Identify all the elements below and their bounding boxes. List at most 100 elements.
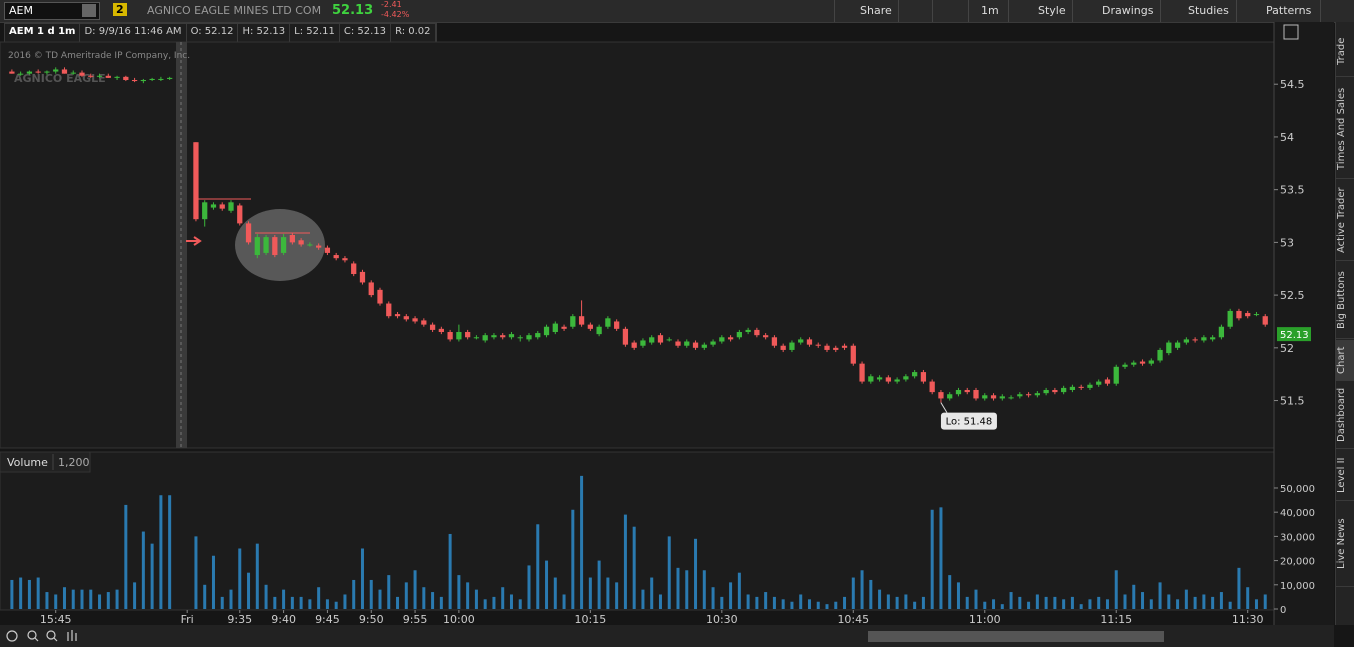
side-tab[interactable]: Live News [1336, 502, 1354, 587]
side-tab[interactable]: Times And Sales [1336, 80, 1354, 179]
volume-bar [553, 577, 557, 609]
volume-bar [431, 592, 435, 609]
candle-body [675, 341, 681, 346]
volume-bar [115, 589, 119, 609]
volume-bar [404, 582, 408, 609]
volume-bar [36, 577, 40, 609]
volume-bar [98, 594, 102, 609]
volume-bar [781, 599, 785, 609]
candle-body [1227, 310, 1233, 327]
candle-body [850, 345, 856, 364]
candle-body [543, 326, 550, 336]
period-button[interactable]: 1m [981, 4, 999, 17]
candle-body [491, 335, 497, 338]
drawings-button[interactable]: Drawings [1102, 4, 1154, 17]
candle-body [26, 71, 33, 74]
candle-body [824, 345, 830, 350]
axis-strip [1274, 22, 1334, 625]
volume-bar [641, 589, 645, 609]
volume-bar [913, 601, 917, 609]
candle-body [1104, 379, 1111, 384]
candle-body [561, 326, 567, 329]
side-tab[interactable]: Trade [1336, 26, 1354, 77]
candle-body [114, 76, 120, 78]
volume-bar [264, 584, 268, 609]
volume-bar [141, 531, 145, 609]
candle-body [1236, 310, 1242, 319]
volume-bar [790, 601, 794, 609]
candle-body [894, 379, 900, 382]
volume-bar [843, 596, 847, 609]
x-tick-label: 11:30 [1232, 613, 1264, 626]
candle-body [508, 334, 515, 338]
candle-body [500, 335, 506, 338]
scrollbar-thumb[interactable] [868, 631, 1164, 642]
side-tab[interactable]: Active Trader [1336, 180, 1354, 261]
candle-body [298, 240, 304, 245]
candle-body [1157, 349, 1163, 361]
zoom-tools[interactable] [6, 630, 77, 642]
candle-body [368, 282, 374, 296]
volume-bar [1105, 599, 1109, 609]
volume-bar [807, 599, 811, 609]
volume-bar [159, 495, 163, 609]
candle-body [789, 342, 795, 350]
candle-body [202, 202, 208, 220]
style-button[interactable]: Style [1038, 4, 1066, 17]
copyright: 2016 © TD Ameritrade IP Company, Inc. [8, 51, 190, 61]
volume-bar [1176, 599, 1180, 609]
highlight-ellipse [235, 209, 325, 281]
y-tick-label: 20,000 [1280, 557, 1315, 568]
symbol-period: AEM 1 d 1m [5, 24, 81, 42]
volume-bar [1167, 594, 1171, 609]
y-tick-label: 10,000 [1280, 581, 1315, 592]
volume-header [0, 451, 91, 473]
side-tab[interactable]: Chart [1336, 340, 1354, 381]
company-name: AGNICO EAGLE MINES LTD COM [147, 4, 322, 17]
symbol-box[interactable] [4, 2, 100, 20]
volume-bar [317, 587, 321, 609]
side-tab[interactable]: Dashboard [1336, 382, 1354, 449]
info-field: D: 9/9/16 11:46 AM [80, 24, 187, 42]
side-tab[interactable]: Level II [1336, 450, 1354, 501]
candle-body [105, 75, 111, 78]
side-tab[interactable]: Big Buttons [1336, 262, 1354, 339]
low-label-box [940, 412, 997, 430]
candle-body [614, 321, 620, 329]
volume-bar [387, 575, 391, 609]
candle-body [517, 337, 523, 339]
x-tick-label: Fri [181, 613, 194, 626]
volume-bar [965, 596, 969, 609]
volume-bar [308, 599, 312, 609]
info-field: C: 52.13 [340, 24, 392, 42]
studies-button[interactable]: Studies [1188, 4, 1229, 17]
volume-bar [168, 495, 172, 609]
candle-body [280, 237, 287, 253]
volume-bar [255, 543, 259, 609]
candle-body [727, 337, 734, 340]
volume-bar [1132, 584, 1136, 609]
info-field: H: 52.13 [238, 24, 291, 42]
symbol[interactable]: AEM [9, 4, 33, 17]
volume-bar [1184, 589, 1188, 609]
volume-bar [45, 592, 49, 609]
candle-body [929, 381, 935, 393]
dropdown[interactable] [82, 4, 96, 17]
x-tick-label: 11:00 [969, 613, 1001, 626]
volume-bar [1246, 587, 1250, 609]
share-button[interactable]: Share [860, 4, 892, 17]
candle-body [736, 332, 742, 338]
candle-body [193, 142, 199, 220]
expand-icon[interactable] [1283, 24, 1299, 40]
volume-bar [711, 587, 715, 609]
candle-body [245, 223, 252, 243]
x-tick-label: 15:45 [40, 613, 72, 626]
candle-body [35, 71, 41, 73]
volume-bar [229, 589, 233, 609]
link-badge[interactable]: 2 [113, 3, 127, 16]
info-field: R: 0.02 [391, 24, 436, 42]
candle-body [666, 339, 672, 341]
patterns-button[interactable]: Patterns [1266, 4, 1312, 17]
candle-body [780, 345, 786, 350]
candle-body [324, 247, 331, 253]
